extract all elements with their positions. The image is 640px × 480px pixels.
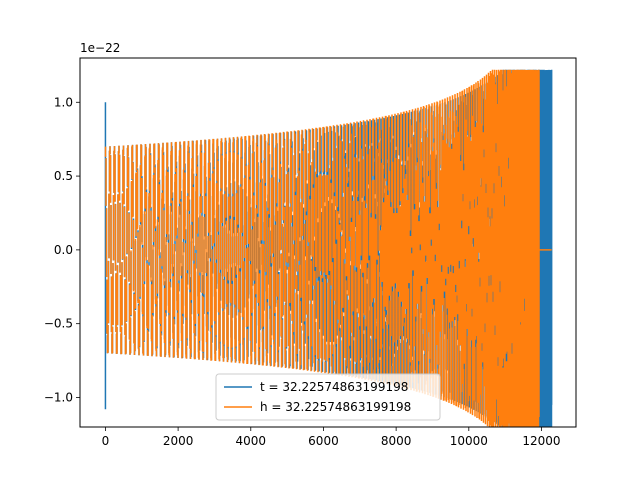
y-axis: −1.0 −0.5 0.0 0.5 1.0 — [44, 95, 80, 404]
y-tick-label: −0.5 — [44, 317, 73, 331]
x-tick-label: 10000 — [450, 434, 488, 448]
x-tick-label: 6000 — [308, 434, 339, 448]
y-tick-label: 0.5 — [54, 169, 73, 183]
x-tick-label: 0 — [102, 434, 110, 448]
series-h — [104, 69, 552, 427]
x-tick-label: 12000 — [522, 434, 560, 448]
series-line — [104, 69, 540, 427]
y-tick-label: 1.0 — [54, 95, 73, 109]
legend-box — [215, 373, 441, 421]
legend: t = 32.22574863199198 h = 32.225748631991… — [215, 373, 441, 421]
legend-label: t = 32.22574863199198 — [260, 380, 408, 394]
y-tick-label: −1.0 — [44, 390, 73, 404]
x-tick-label: 2000 — [163, 434, 194, 448]
x-axis: 0 2000 4000 6000 8000 10000 12000 — [102, 427, 561, 448]
x-tick-label: 8000 — [381, 434, 412, 448]
legend-label: h = 32.22574863199198 — [260, 400, 411, 414]
series-layer — [104, 69, 553, 427]
x-tick-label: 4000 — [236, 434, 267, 448]
y-tick-label: 0.0 — [54, 243, 73, 257]
y-offset-text: 1e−22 — [80, 41, 120, 55]
axes-frame — [79, 57, 577, 428]
